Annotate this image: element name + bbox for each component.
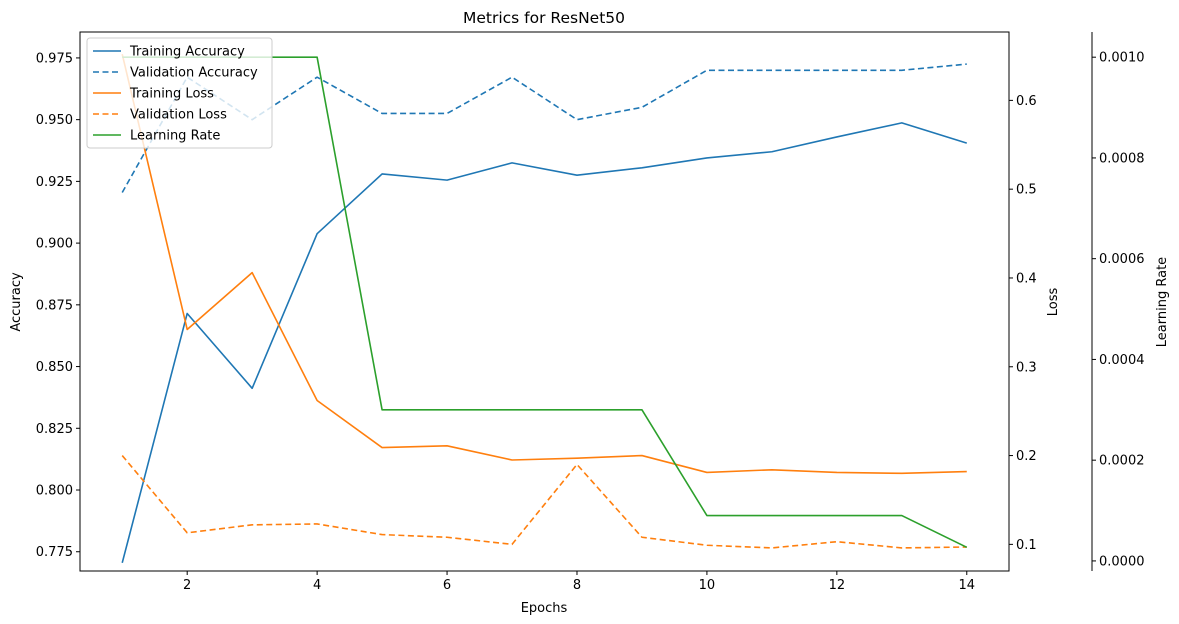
y-tick-label: 0.925 [36, 175, 73, 190]
y-right2-tick-label: 0.0002 [1099, 454, 1145, 469]
legend-box [86, 37, 273, 149]
y-tick-label: 0.800 [36, 484, 73, 499]
legend-label: Validation Loss [130, 108, 227, 123]
y-right-tick-label: 0.2 [1016, 449, 1037, 464]
y-tick-label: 0.975 [36, 51, 73, 66]
y-right-tick-label: 0.3 [1016, 360, 1037, 375]
y-right2-tick-label: 0.0008 [1099, 151, 1145, 166]
y-right-tick-label: 0.6 [1016, 94, 1037, 109]
y-right2-tick-label: 0.0010 [1099, 51, 1145, 66]
plot-frame [79, 31, 1010, 572]
x-tick-label: 12 [829, 578, 846, 593]
y-tick-label: 0.825 [36, 422, 73, 437]
legend: Training Accuracy Validation Accuracy Trai… [86, 37, 273, 149]
y-right-tick-label: 0.1 [1016, 538, 1037, 553]
x-tick-label: 6 [443, 578, 451, 593]
plot-layer: 2 4 6 8 10 12 14 0.775 0.800 0.825 0.850 0.875 0.900… [36, 31, 1145, 593]
x-tick-label: 8 [573, 578, 581, 593]
y-right-tick-label: 0.5 [1016, 183, 1037, 198]
y-axis-label: Accuracy [9, 272, 24, 332]
series-line-2 [121, 54, 967, 475]
y-right2-tick-label: 0.0004 [1099, 353, 1145, 368]
y-right2-axis-label: Learning Rate [1155, 257, 1170, 347]
y-tick-label: 0.900 [36, 237, 73, 252]
y-tick-label: 0.850 [36, 360, 73, 375]
series-line-3 [121, 455, 967, 549]
y-right2-tick-label: 0.0000 [1099, 554, 1145, 569]
y-right-axis-label: Loss [1046, 288, 1061, 317]
chart-title: Metrics for ResNet50 [463, 9, 625, 27]
legend-label: Validation Accuracy [130, 66, 258, 81]
series-line-0 [121, 122, 968, 564]
y-tick-label: 0.875 [36, 298, 73, 313]
x-axis-label: Epochs [521, 601, 568, 616]
x-tick-label: 10 [699, 578, 716, 593]
y-right-tick-label: 0.4 [1016, 271, 1037, 286]
x-tick-label: 2 [183, 578, 191, 593]
legend-label: Learning Rate [130, 129, 220, 144]
y-tick-label: 0.950 [36, 113, 73, 128]
y-right2-tick-label: 0.0006 [1099, 252, 1145, 267]
legend-label: Training Accuracy [129, 45, 245, 60]
x-tick-label: 14 [958, 578, 975, 593]
legend-label: Training Loss [129, 87, 214, 102]
y-tick-label: 0.775 [36, 545, 73, 560]
x-tick-label: 4 [313, 578, 321, 593]
